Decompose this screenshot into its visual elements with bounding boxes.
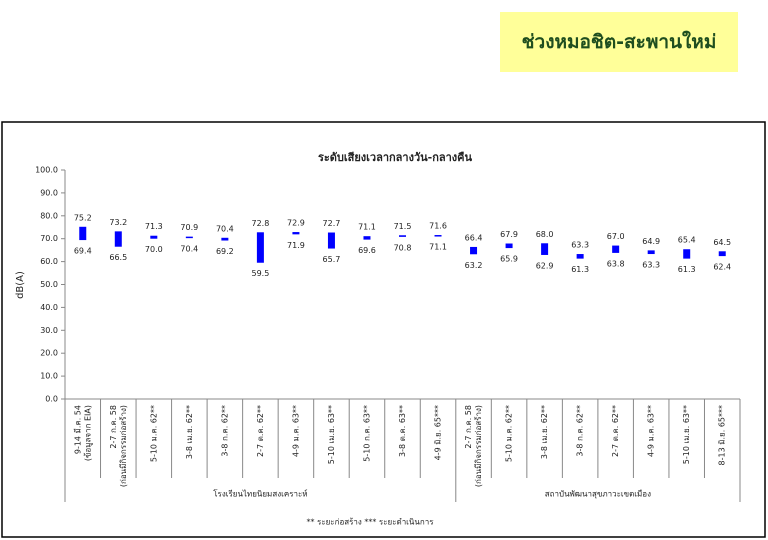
range-bar xyxy=(647,250,655,255)
y-tick-label: 80.0 xyxy=(40,211,58,220)
low-label: 71.1 xyxy=(429,243,447,252)
footnote: ** ระยะก่อสร้าง *** ระยะดำเนินการ xyxy=(306,518,434,527)
x-tick-label: 3-8 ก.ค. 62** xyxy=(220,405,229,457)
low-label: 69.4 xyxy=(74,247,92,256)
x-tick-label: 2-7 ต.ค. 62** xyxy=(611,405,620,457)
y-tick-label: 50.0 xyxy=(40,280,58,289)
y-tick-label: 70.0 xyxy=(40,234,58,243)
range-bar xyxy=(434,235,442,237)
x-tick-label: 2-7 ก.ค. 58 xyxy=(464,405,473,449)
y-tick-label: 20.0 xyxy=(40,349,58,358)
range-bar xyxy=(256,232,264,263)
low-label: 63.8 xyxy=(607,259,625,268)
chart-title: ระดับเสียงเวลากลางวัน-กลางคืน xyxy=(318,151,473,164)
high-label: 64.9 xyxy=(642,237,660,246)
high-label: 73.2 xyxy=(109,218,127,227)
y-tick-label: 30.0 xyxy=(40,326,58,335)
high-label: 66.4 xyxy=(465,233,483,242)
x-tick-label: (ก่อนมีกิจกรรมก่อสร้าง) xyxy=(474,405,483,487)
x-tick-label: 4-9 ม.ค. 63** xyxy=(647,405,656,457)
y-tick-label: 10.0 xyxy=(40,372,58,381)
high-label: 63.3 xyxy=(571,241,589,250)
low-label: 63.2 xyxy=(465,261,483,270)
low-label: 65.7 xyxy=(323,255,341,264)
range-bar xyxy=(114,231,122,247)
y-tick-label: 40.0 xyxy=(40,303,58,312)
x-tick-label: (ข้อมูลจาก EIA) xyxy=(83,405,93,461)
low-label: 70.4 xyxy=(180,244,198,253)
high-label: 70.9 xyxy=(180,223,198,232)
range-bar xyxy=(327,232,335,249)
high-label: 71.1 xyxy=(358,223,376,232)
range-bar xyxy=(363,236,371,240)
low-label: 66.5 xyxy=(109,253,127,262)
x-tick-label: 3-8 เม.ย. 62** xyxy=(185,405,194,459)
x-tick-label: 5-10 เม.ย. 63** xyxy=(682,405,691,464)
group-label: โรงเรียนไทยนิยมสงเคราะห์ xyxy=(213,489,307,499)
high-label: 67.0 xyxy=(607,232,625,241)
x-tick-label: 2-7 ต.ค. 62** xyxy=(256,405,265,457)
high-label: 70.4 xyxy=(216,224,234,233)
high-label: 72.7 xyxy=(323,219,341,228)
x-tick-label: 9-14 มี.ค. 54 xyxy=(73,405,82,454)
high-label: 71.5 xyxy=(394,222,412,231)
x-tick-label: 5-10 ม.ค. 62** xyxy=(149,405,158,462)
x-tick-label: 5-10 ก.ค. 63** xyxy=(362,405,371,462)
x-tick-label: 5-10 เม.ย. 63** xyxy=(327,405,336,464)
high-label: 71.3 xyxy=(145,222,163,231)
low-label: 69.2 xyxy=(216,247,234,256)
high-label: 75.2 xyxy=(74,213,92,222)
range-bar xyxy=(612,245,620,253)
range-bar xyxy=(505,243,513,249)
low-label: 62.9 xyxy=(536,261,554,270)
range-bar xyxy=(150,235,158,239)
range-bar xyxy=(399,235,406,237)
low-label: 59.5 xyxy=(251,269,269,278)
y-tick-label: 90.0 xyxy=(40,188,58,197)
low-label: 61.3 xyxy=(571,265,589,274)
range-bar xyxy=(576,254,584,259)
header-title: ช่วงหมอชิต-สะพานใหม่ xyxy=(500,12,738,72)
y-tick-label: 60.0 xyxy=(40,257,58,266)
y-axis-label: dB(A) xyxy=(15,271,26,299)
range-bar xyxy=(185,236,193,239)
low-label: 69.6 xyxy=(358,246,376,255)
y-tick-label: 0.0 xyxy=(45,395,58,404)
low-label: 63.3 xyxy=(642,261,660,270)
x-tick-label: 5-10 ม.ค. 62** xyxy=(505,405,514,462)
range-bar xyxy=(292,232,300,235)
y-tick-label: 100.0 xyxy=(35,166,58,175)
range-bar xyxy=(683,249,691,259)
range-bar xyxy=(470,246,478,255)
range-bar xyxy=(541,243,549,255)
high-label: 64.5 xyxy=(713,238,731,247)
high-label: 68.0 xyxy=(536,230,554,239)
x-tick-label: 3-8 ก.ค. 62** xyxy=(576,405,585,457)
x-tick-label: 8-13 มิ.ย. 65*** xyxy=(718,405,727,465)
low-label: 61.3 xyxy=(678,265,696,274)
x-tick-label: 2-7 ก.ค. 58 xyxy=(109,405,118,449)
x-tick-label: 3-8 เม.ย. 62** xyxy=(540,405,549,459)
high-label: 71.6 xyxy=(429,222,447,231)
x-tick-label: 4-9 ม.ค. 63** xyxy=(291,405,300,457)
high-label: 67.9 xyxy=(500,230,518,239)
low-label: 70.0 xyxy=(145,245,163,254)
low-label: 70.8 xyxy=(394,243,412,252)
range-bar xyxy=(718,251,726,257)
chart-frame xyxy=(1,121,766,538)
low-label: 62.4 xyxy=(713,263,731,272)
group-label: สถาบันพัฒนาสุขภาวะเขตเมือง xyxy=(545,490,651,499)
range-bar xyxy=(221,237,229,241)
range-bar xyxy=(79,226,87,241)
high-label: 72.8 xyxy=(251,219,269,228)
x-tick-label: 4-9 มิ.ย. 65*** xyxy=(434,405,443,460)
x-tick-label: 3-8 ต.ค. 63** xyxy=(398,405,407,457)
low-label: 65.9 xyxy=(500,255,518,264)
low-label: 71.9 xyxy=(287,241,305,250)
x-tick-label: (ก่อนมีกิจกรรมก่อสร้าง) xyxy=(119,405,128,487)
high-label: 65.4 xyxy=(678,236,696,245)
high-label: 72.9 xyxy=(287,219,305,228)
